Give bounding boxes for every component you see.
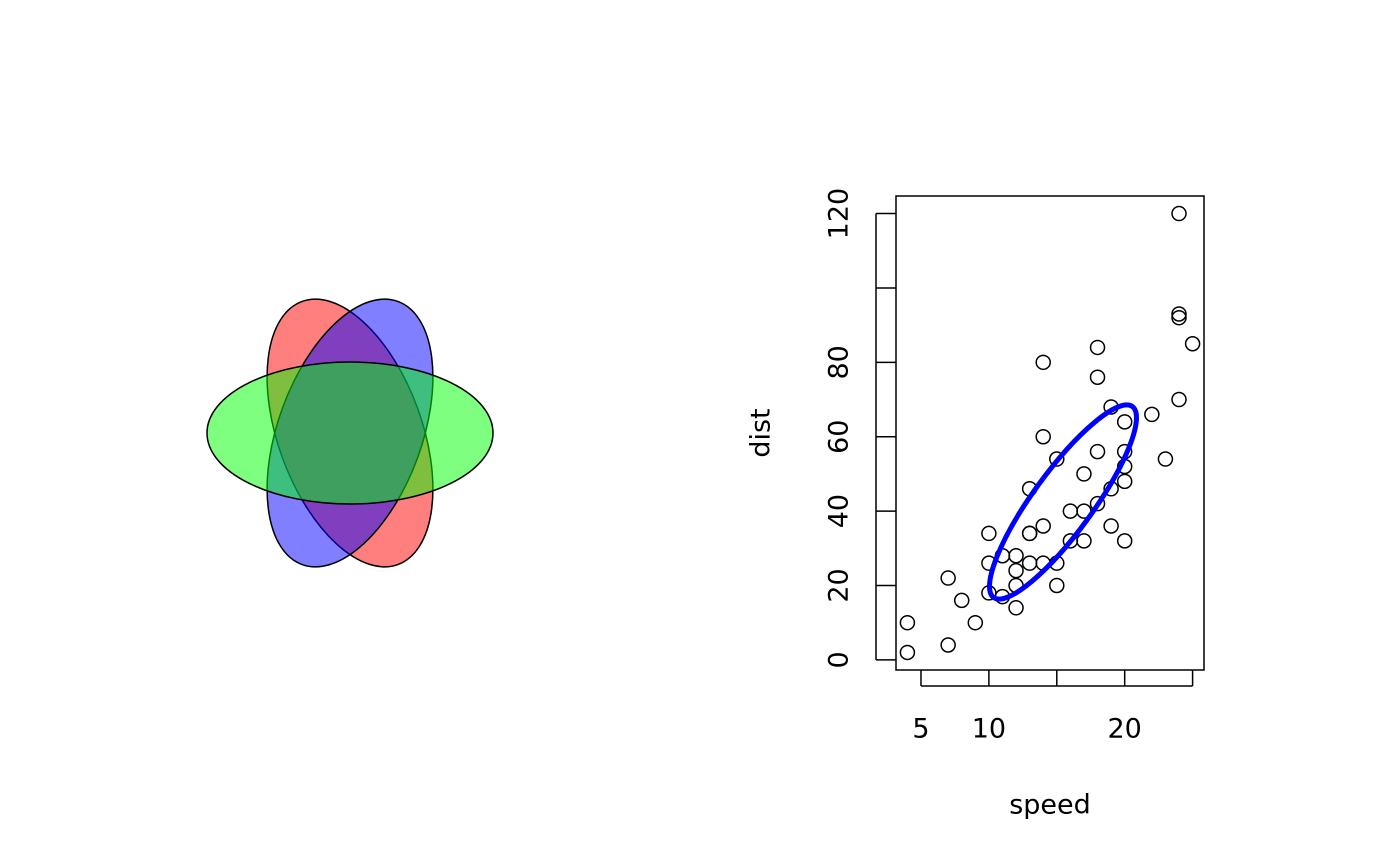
point <box>1171 205 1187 222</box>
point <box>940 637 956 653</box>
point <box>1089 495 1106 512</box>
y-tick-label: 80 <box>824 345 855 379</box>
point <box>953 592 970 609</box>
y-tick-label: 120 <box>824 188 855 240</box>
point <box>1089 339 1106 356</box>
point <box>1008 547 1024 564</box>
point <box>899 614 916 631</box>
x-tick-label: 5 <box>912 714 929 745</box>
data-ellipse <box>987 402 1139 602</box>
y-axis-label: dist <box>746 408 777 457</box>
point <box>1116 533 1133 549</box>
point <box>1089 443 1106 460</box>
point <box>1157 451 1174 467</box>
point <box>1035 428 1051 445</box>
point <box>981 525 997 542</box>
point <box>1062 503 1079 519</box>
point <box>1021 525 1038 542</box>
y-tick-label: 60 <box>824 420 855 454</box>
x-tick-label: 20 <box>1108 714 1142 745</box>
ellipse <box>206 361 494 505</box>
point <box>1171 309 1187 326</box>
x-tick-label: 10 <box>972 714 1006 745</box>
point <box>1144 406 1160 423</box>
point <box>940 570 956 586</box>
point <box>1035 354 1051 371</box>
point <box>1008 600 1024 616</box>
y-tick-label: 20 <box>824 568 855 602</box>
y-tick-label: 0 <box>824 651 855 668</box>
point <box>1008 562 1024 579</box>
point <box>1049 577 1065 594</box>
point <box>1116 473 1133 490</box>
point <box>1116 414 1133 430</box>
y-tick-label: 40 <box>824 494 855 528</box>
point <box>1184 335 1201 352</box>
point <box>1089 369 1106 385</box>
point <box>899 644 916 661</box>
point <box>1021 555 1038 571</box>
point <box>1076 466 1092 482</box>
x-axis-label: speed <box>1009 790 1091 821</box>
plot-box <box>895 195 1205 671</box>
point <box>1171 391 1187 408</box>
point <box>967 614 984 631</box>
point <box>1103 518 1119 534</box>
point <box>1035 518 1051 534</box>
point <box>1171 306 1187 322</box>
point <box>1076 533 1092 549</box>
point <box>1049 451 1065 467</box>
